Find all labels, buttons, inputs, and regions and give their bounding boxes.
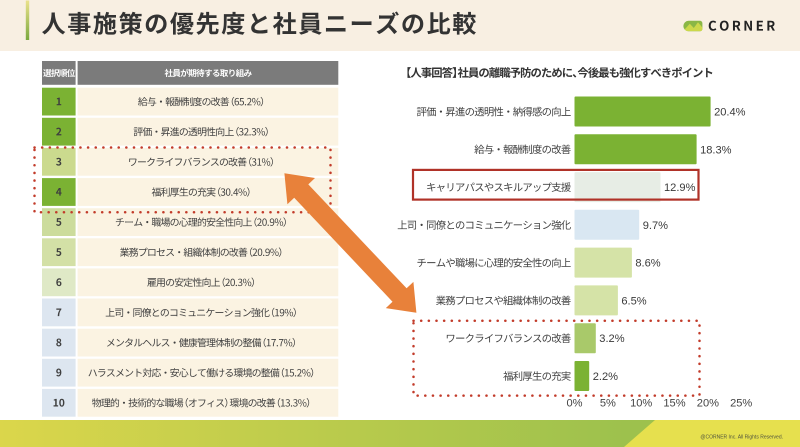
svg-text:20.4%: 20.4% (714, 107, 746, 119)
svg-text:25%: 25% (730, 397, 752, 409)
svg-text:10%: 10% (630, 397, 652, 409)
svg-text:@CORNER Inc. All Rights Reserv: @CORNER Inc. All Rights Reserved. (700, 435, 783, 441)
svg-text:15%: 15% (663, 397, 685, 409)
svg-text:12.9%: 12.9% (664, 182, 696, 194)
svg-text:8.6%: 8.6% (635, 258, 660, 270)
svg-text:3.2%: 3.2% (599, 333, 624, 345)
svg-text:20%: 20% (697, 397, 719, 409)
svg-text:0%: 0% (566, 397, 582, 409)
svg-text:5%: 5% (600, 397, 616, 409)
svg-text:2.2%: 2.2% (593, 371, 618, 383)
svg-text:9.7%: 9.7% (643, 220, 668, 232)
svg-text:18.3%: 18.3% (700, 144, 732, 156)
svg-text:6.5%: 6.5% (621, 295, 646, 307)
